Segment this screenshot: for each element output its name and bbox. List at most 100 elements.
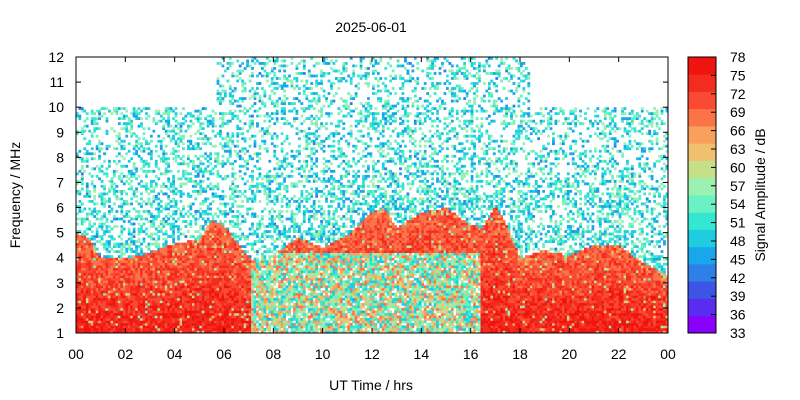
heatmap-cell	[93, 247, 97, 251]
heatmap-cell	[199, 212, 203, 216]
heatmap-cell	[268, 267, 272, 271]
heatmap-cell	[283, 184, 286, 188]
heatmap-cell	[290, 277, 294, 281]
heatmap-cell	[95, 257, 99, 261]
heatmap-cell	[263, 257, 267, 261]
heatmap-cell	[199, 122, 203, 126]
heatmap-cell	[100, 310, 104, 314]
heatmap-cell	[145, 270, 148, 274]
heatmap-cell	[150, 205, 153, 208]
heatmap-cell	[113, 189, 116, 193]
heatmap-cell	[120, 217, 124, 221]
heatmap-cell	[214, 255, 217, 259]
heatmap-cell	[103, 172, 106, 176]
heatmap-cell	[248, 137, 252, 141]
heatmap-cell	[167, 272, 171, 276]
heatmap-cell	[122, 280, 126, 284]
heatmap-cell	[80, 129, 84, 133]
heatmap-cell	[184, 114, 188, 118]
heatmap-cell	[194, 327, 198, 331]
heatmap-cell	[184, 292, 188, 296]
heatmap-cell	[145, 275, 148, 279]
heatmap-cell	[246, 320, 249, 324]
heatmap-cell	[265, 290, 269, 294]
heatmap-cell	[169, 295, 173, 299]
heatmap-cell	[194, 169, 198, 173]
heatmap-cell	[196, 257, 200, 261]
heatmap-cell	[238, 247, 242, 251]
heatmap-cell	[98, 255, 101, 259]
heatmap-cell	[90, 182, 94, 186]
heatmap-cell	[187, 260, 190, 264]
heatmap-cell	[216, 169, 220, 173]
heatmap-cell	[285, 157, 289, 161]
heatmap-cell	[150, 215, 153, 218]
heatmap-cell	[127, 267, 131, 271]
heatmap-cell	[120, 172, 124, 176]
heatmap-cell	[221, 315, 225, 319]
heatmap-cell	[214, 277, 217, 281]
heatmap-cell	[263, 129, 267, 133]
heatmap-cell	[167, 177, 171, 181]
heatmap-cell	[115, 225, 119, 228]
heatmap-cell	[88, 237, 92, 241]
heatmap-cell	[172, 240, 175, 243]
heatmap-cell	[273, 245, 277, 248]
heatmap-cell	[278, 237, 282, 241]
heatmap-cell	[120, 292, 124, 296]
heatmap-cell	[137, 282, 141, 286]
heatmap-cell	[135, 327, 138, 331]
heatmap-cell	[270, 117, 274, 121]
heatmap-cell	[288, 247, 291, 251]
heatmap-cell	[206, 197, 210, 201]
heatmap-cell	[85, 112, 89, 116]
heatmap-cell	[83, 270, 87, 274]
heatmap-cell	[154, 317, 158, 321]
heatmap-cell	[117, 189, 121, 193]
heatmap-cell	[194, 317, 198, 321]
heatmap-cell	[167, 320, 171, 324]
heatmap-cell	[228, 197, 232, 201]
heatmap-cell	[182, 275, 185, 279]
heatmap-cell	[130, 317, 134, 321]
heatmap-cell	[122, 202, 126, 206]
heatmap-cell	[233, 195, 237, 198]
heatmap-cell	[78, 307, 82, 311]
heatmap-cell	[150, 290, 153, 294]
heatmap-cell	[283, 250, 286, 254]
heatmap-cell	[127, 182, 131, 186]
heatmap-cell	[103, 260, 106, 264]
heatmap-cell	[164, 220, 168, 223]
heatmap-cell	[117, 295, 121, 299]
heatmap-cell	[228, 235, 232, 238]
heatmap-cell	[251, 267, 254, 271]
heatmap-cell	[179, 272, 183, 276]
heatmap-cell	[130, 297, 134, 301]
heatmap-cell	[115, 210, 119, 213]
heatmap-cell	[268, 262, 272, 266]
heatmap-cell	[113, 300, 116, 304]
heatmap-cell	[216, 277, 220, 281]
heatmap-cell	[288, 272, 291, 276]
heatmap-cell	[103, 307, 106, 311]
heatmap-cell	[130, 157, 134, 161]
heatmap-cell	[137, 237, 141, 241]
heatmap-cell	[199, 287, 203, 291]
heatmap-cell	[233, 317, 237, 321]
heatmap-cell	[246, 62, 249, 65]
heatmap-cell	[233, 297, 237, 301]
heatmap-cell	[270, 320, 274, 324]
heatmap-cell	[209, 310, 212, 314]
heatmap-cell	[226, 302, 230, 306]
heatmap-cell	[135, 215, 138, 218]
heatmap-cell	[125, 202, 129, 206]
heatmap-cell	[196, 245, 200, 248]
heatmap-cell	[224, 267, 227, 271]
heatmap-cell	[110, 184, 114, 188]
heatmap-cell	[258, 267, 262, 271]
heatmap-cell	[243, 290, 247, 294]
heatmap-cell	[80, 312, 84, 316]
heatmap-cell	[283, 307, 286, 311]
heatmap-cell	[174, 187, 178, 191]
heatmap-cell	[236, 210, 240, 213]
